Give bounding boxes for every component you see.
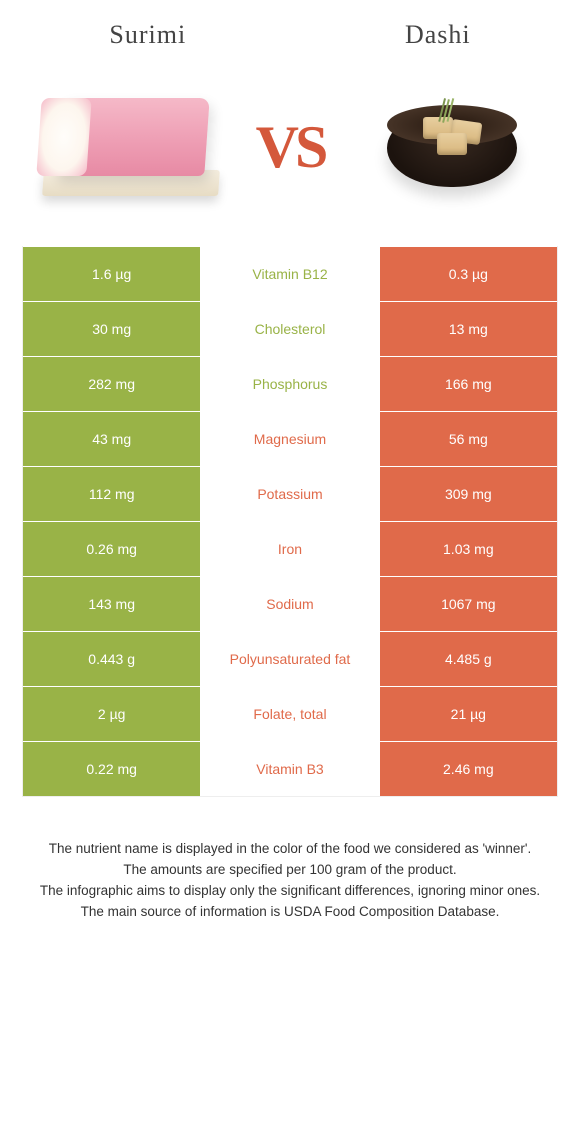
nutrient-name: Vitamin B3: [200, 742, 379, 796]
table-row: 282 mgPhosphorus166 mg: [23, 356, 557, 411]
surimi-illustration: [43, 92, 213, 202]
table-row: 0.22 mgVitamin B32.46 mg: [23, 741, 557, 796]
table-row: 0.443 gPolyunsaturated fat4.485 g: [23, 631, 557, 686]
dashi-illustration: [367, 87, 537, 207]
value-right: 309 mg: [380, 467, 557, 521]
food-image-right: [352, 72, 552, 222]
value-left: 112 mg: [23, 467, 200, 521]
nutrient-name: Cholesterol: [200, 302, 379, 356]
value-left: 282 mg: [23, 357, 200, 411]
nutrient-name: Folate, total: [200, 687, 379, 741]
value-right: 166 mg: [380, 357, 557, 411]
table-row: 30 mgCholesterol13 mg: [23, 301, 557, 356]
value-left: 0.443 g: [23, 632, 200, 686]
footnotes: The nutrient name is displayed in the co…: [34, 839, 546, 923]
table-row: 1.6 µgVitamin B120.3 µg: [23, 246, 557, 301]
vs-label: VS: [256, 113, 325, 182]
table-row: 0.26 mgIron1.03 mg: [23, 521, 557, 576]
title-left: Surimi: [109, 20, 186, 50]
title-right: Dashi: [405, 20, 471, 50]
footnote-line: The main source of information is USDA F…: [34, 902, 546, 923]
value-right: 1067 mg: [380, 577, 557, 631]
footnote-line: The infographic aims to display only the…: [34, 881, 546, 902]
value-left: 43 mg: [23, 412, 200, 466]
table-row: 2 µgFolate, total21 µg: [23, 686, 557, 741]
food-image-left: [28, 72, 228, 222]
value-left: 2 µg: [23, 687, 200, 741]
nutrient-name: Polyunsaturated fat: [200, 632, 379, 686]
nutrient-name: Magnesium: [200, 412, 379, 466]
nutrient-name: Iron: [200, 522, 379, 576]
value-right: 21 µg: [380, 687, 557, 741]
title-row: Surimi Dashi: [0, 0, 580, 62]
value-right: 0.3 µg: [380, 247, 557, 301]
table-row: 112 mgPotassium309 mg: [23, 466, 557, 521]
hero-row: VS: [0, 62, 580, 246]
table-row: 43 mgMagnesium56 mg: [23, 411, 557, 466]
value-right: 4.485 g: [380, 632, 557, 686]
nutrient-name: Sodium: [200, 577, 379, 631]
value-left: 143 mg: [23, 577, 200, 631]
nutrient-name: Vitamin B12: [200, 247, 379, 301]
value-left: 1.6 µg: [23, 247, 200, 301]
table-row: 143 mgSodium1067 mg: [23, 576, 557, 631]
value-right: 13 mg: [380, 302, 557, 356]
footnote-line: The amounts are specified per 100 gram o…: [34, 860, 546, 881]
nutrient-name: Potassium: [200, 467, 379, 521]
value-right: 1.03 mg: [380, 522, 557, 576]
value-left: 0.22 mg: [23, 742, 200, 796]
nutrient-name: Phosphorus: [200, 357, 379, 411]
nutrient-table: 1.6 µgVitamin B120.3 µg30 mgCholesterol1…: [22, 246, 558, 797]
footnote-line: The nutrient name is displayed in the co…: [34, 839, 546, 860]
value-right: 2.46 mg: [380, 742, 557, 796]
value-right: 56 mg: [380, 412, 557, 466]
value-left: 30 mg: [23, 302, 200, 356]
value-left: 0.26 mg: [23, 522, 200, 576]
